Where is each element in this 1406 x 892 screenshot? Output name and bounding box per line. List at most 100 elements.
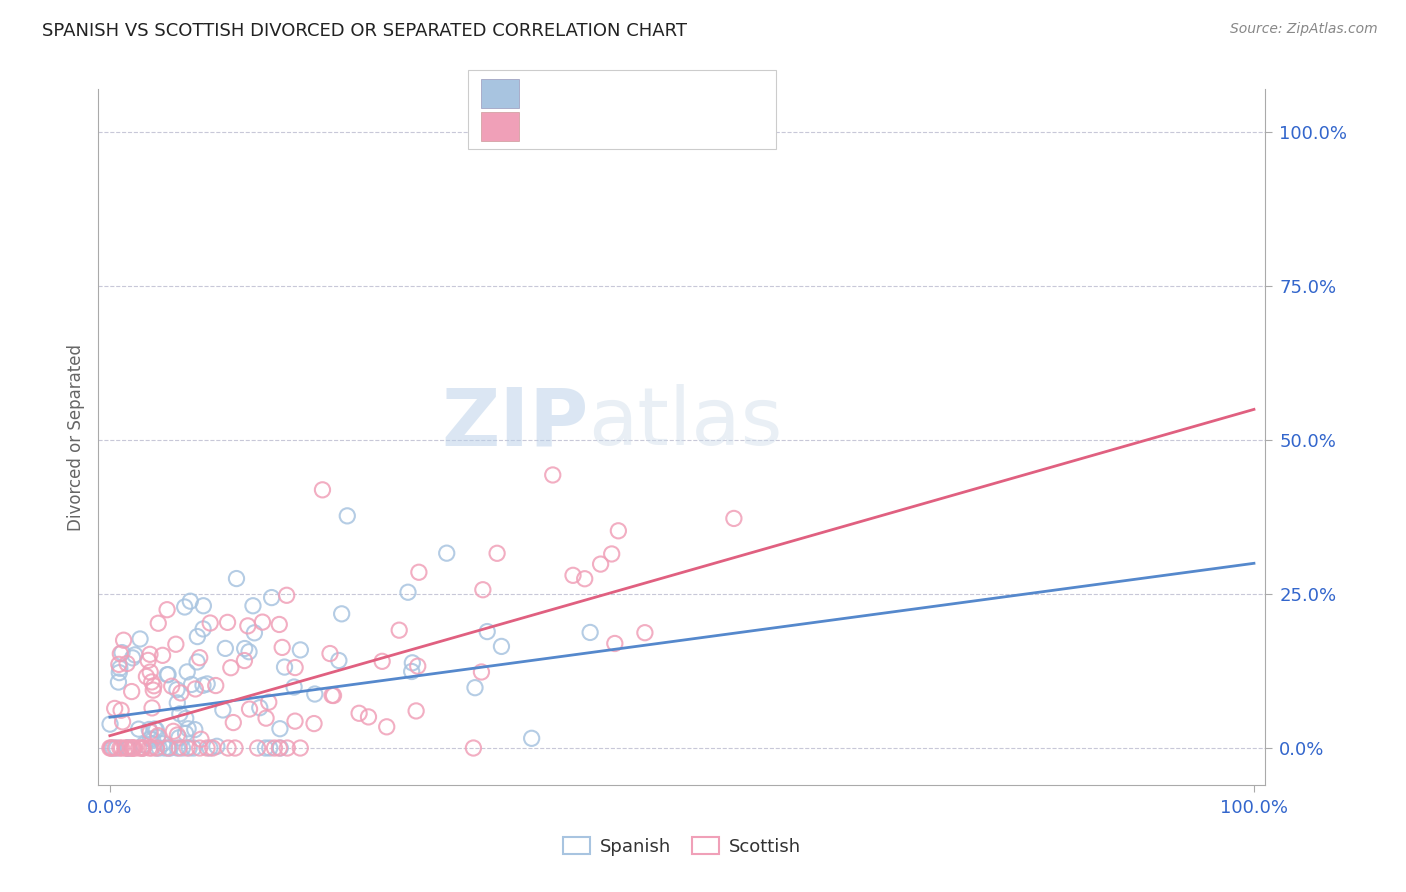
Point <box>634 625 657 640</box>
Point <box>259 741 281 756</box>
Point <box>183 741 205 756</box>
Point <box>214 641 236 656</box>
Text: atlas: atlas <box>589 384 783 462</box>
Point <box>174 726 197 740</box>
Point <box>166 741 188 756</box>
Point <box>238 702 260 716</box>
Point <box>167 731 190 745</box>
Point <box>139 648 162 662</box>
Point <box>276 741 298 756</box>
Point <box>188 650 211 665</box>
Point <box>115 657 138 671</box>
Point <box>179 594 201 608</box>
Point <box>589 557 612 571</box>
Point <box>121 684 143 698</box>
Point <box>607 524 630 538</box>
Point <box>146 731 169 745</box>
Point <box>520 731 543 746</box>
Point <box>104 741 127 756</box>
Point <box>128 722 150 736</box>
Point <box>121 651 143 665</box>
Point <box>179 741 201 756</box>
Point <box>138 741 160 756</box>
Point <box>141 701 163 715</box>
Point <box>108 741 131 756</box>
Point <box>132 741 155 756</box>
Point <box>193 599 215 613</box>
Text: Source: ZipAtlas.com: Source: ZipAtlas.com <box>1230 22 1378 37</box>
Point <box>156 603 179 617</box>
Point <box>319 647 342 661</box>
Point <box>165 637 187 651</box>
Point <box>290 643 312 657</box>
Point <box>162 724 184 739</box>
Point <box>180 677 202 691</box>
Point <box>174 711 197 725</box>
Point <box>405 704 427 718</box>
Point <box>436 546 458 560</box>
Point <box>254 741 277 756</box>
Point <box>195 741 218 756</box>
Point <box>157 741 180 756</box>
Point <box>371 654 394 668</box>
Point <box>195 677 218 691</box>
Point <box>198 615 221 630</box>
Point <box>471 582 494 597</box>
Point <box>217 615 239 630</box>
Point <box>139 725 162 739</box>
Point <box>541 467 564 482</box>
Point <box>269 617 291 632</box>
Point <box>172 741 194 756</box>
Point <box>108 657 131 672</box>
Point <box>188 741 211 756</box>
Point <box>269 741 291 756</box>
Point <box>117 741 139 756</box>
Point <box>263 741 285 756</box>
Point <box>111 646 134 660</box>
Point <box>486 546 509 560</box>
Point <box>284 714 307 728</box>
Point <box>290 741 312 756</box>
Point <box>212 703 235 717</box>
Point <box>375 720 398 734</box>
Point <box>198 741 221 756</box>
Point <box>153 741 176 756</box>
Point <box>302 716 325 731</box>
Point <box>173 599 195 614</box>
Point <box>328 653 350 667</box>
Point <box>176 665 198 679</box>
Point <box>110 741 132 756</box>
Point <box>141 674 163 689</box>
Point <box>477 624 499 639</box>
Point <box>219 661 242 675</box>
Point <box>408 566 430 580</box>
Legend: Spanish, Scottish: Spanish, Scottish <box>564 837 800 856</box>
Point <box>142 732 165 747</box>
Point <box>574 572 596 586</box>
Point <box>177 722 200 736</box>
Point <box>225 572 247 586</box>
Point <box>146 729 169 743</box>
Point <box>132 741 155 756</box>
Point <box>233 654 256 668</box>
Point <box>205 739 228 754</box>
Point <box>304 687 326 701</box>
Point <box>100 741 122 756</box>
Point <box>114 741 136 756</box>
Point <box>257 695 280 709</box>
Point <box>269 741 291 756</box>
Point <box>167 741 190 756</box>
Point <box>284 660 307 674</box>
Point <box>579 625 602 640</box>
Point <box>128 741 150 756</box>
Point <box>111 714 134 729</box>
Point <box>101 741 124 756</box>
Point <box>110 647 132 661</box>
Point <box>121 741 143 756</box>
Point <box>104 701 127 715</box>
Point <box>252 615 274 629</box>
Point <box>170 686 193 700</box>
Point <box>141 741 163 756</box>
Point <box>136 653 159 667</box>
Point <box>603 636 626 650</box>
